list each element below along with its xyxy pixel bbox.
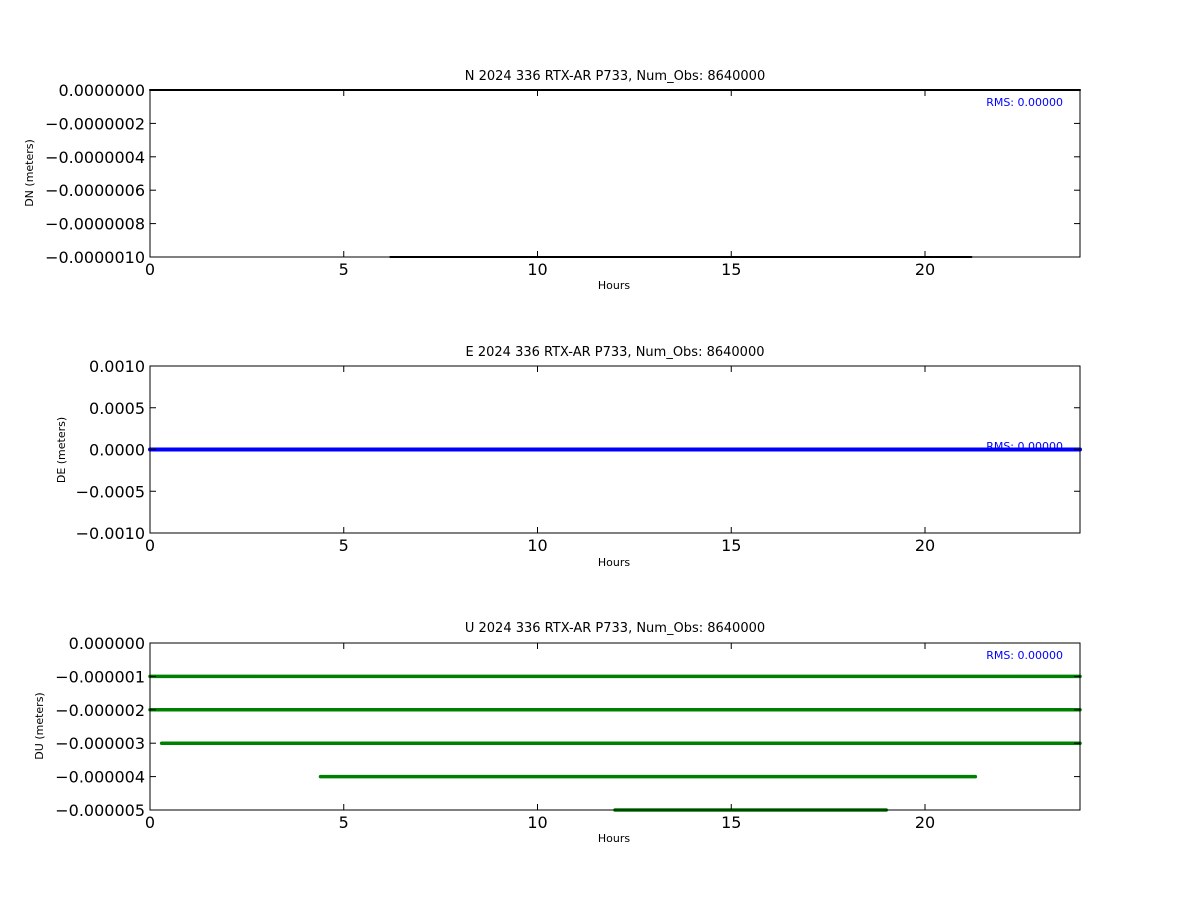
y-tick-label: 0.000000 bbox=[69, 634, 145, 653]
rms-annotation-east: RMS: 0.00000 bbox=[986, 440, 1063, 453]
ticks-up: 0 5 10 15 20 0.000000 −0.000001 −0.000002 −0.000… bbox=[55, 634, 1080, 832]
y-axis-label-up: DU (meters) bbox=[33, 692, 46, 759]
chart-title-up: U 2024 336 RTX-AR P733, Num_Obs: 8640000 bbox=[465, 621, 765, 636]
x-axis-label-east: Hours bbox=[598, 556, 630, 569]
ticks-east: 0 5 10 15 20 0.0010 0.0005 0.0000 −0.0005 −0.0010 bbox=[76, 357, 1080, 555]
y-tick-label: −0.0010 bbox=[76, 524, 145, 543]
x-tick-label: 20 bbox=[915, 536, 935, 555]
x-tick-label: 0 bbox=[145, 813, 155, 832]
y-tick-label: −0.0000010 bbox=[45, 248, 145, 267]
ticks-north: 0 5 10 15 20 0.0000000 −0.0000002 −0.0000004 −0.… bbox=[45, 81, 1080, 279]
series-up bbox=[148, 674, 1082, 812]
y-tick-label: −0.0000006 bbox=[45, 181, 145, 200]
x-tick-label: 10 bbox=[527, 260, 547, 279]
x-tick-label: 0 bbox=[145, 536, 155, 555]
y-tick-label: 0.0005 bbox=[89, 399, 145, 418]
y-tick-label: 0.0000000 bbox=[58, 81, 145, 100]
y-axis-label-east: DE (meters) bbox=[55, 417, 68, 483]
x-tick-label: 5 bbox=[339, 536, 349, 555]
y-tick-label: −0.000002 bbox=[55, 701, 145, 720]
plot-frame-up bbox=[149, 642, 1081, 811]
y-tick-label: −0.0000004 bbox=[45, 148, 145, 167]
x-tick-label: 15 bbox=[721, 813, 741, 832]
y-tick-label: 0.0000 bbox=[89, 441, 145, 460]
panel-up: U 2024 336 RTX-AR P733, Num_Obs: 8640000… bbox=[33, 621, 1082, 845]
x-axis-label-up: Hours bbox=[598, 832, 630, 845]
chart-title-north: N 2024 336 RTX-AR P733, Num_Obs: 8640000 bbox=[465, 69, 765, 84]
x-tick-label: 10 bbox=[527, 813, 547, 832]
y-tick-label: −0.000005 bbox=[55, 801, 145, 820]
panel-east: E 2024 336 RTX-AR P733, Num_Obs: 8640000… bbox=[55, 345, 1082, 569]
y-tick-label: −0.000004 bbox=[55, 768, 145, 787]
x-tick-label: 10 bbox=[527, 536, 547, 555]
x-tick-label: 20 bbox=[915, 260, 935, 279]
y-tick-label: −0.0000008 bbox=[45, 215, 145, 234]
panel-north: N 2024 336 RTX-AR P733, Num_Obs: 8640000… bbox=[23, 69, 1081, 292]
y-tick-label: −0.0005 bbox=[76, 482, 145, 501]
y-tick-label: −0.0000002 bbox=[45, 114, 145, 133]
y-tick-label: −0.000001 bbox=[55, 667, 145, 686]
x-tick-label: 15 bbox=[721, 260, 741, 279]
y-tick-label: 0.0010 bbox=[89, 357, 145, 376]
x-tick-label: 0 bbox=[145, 260, 155, 279]
x-tick-label: 15 bbox=[721, 536, 741, 555]
rms-annotation-up: RMS: 0.00000 bbox=[986, 649, 1063, 662]
plot-frame-north bbox=[149, 89, 1081, 258]
x-tick-label: 5 bbox=[339, 813, 349, 832]
y-tick-label: −0.000003 bbox=[55, 734, 145, 753]
y-axis-label-north: DN (meters) bbox=[23, 139, 36, 207]
series-north bbox=[149, 89, 1081, 258]
x-tick-label: 5 bbox=[339, 260, 349, 279]
x-axis-label-north: Hours bbox=[598, 279, 630, 292]
chart-title-east: E 2024 336 RTX-AR P733, Num_Obs: 8640000 bbox=[466, 345, 765, 360]
x-tick-label: 20 bbox=[915, 813, 935, 832]
rms-annotation-north: RMS: 0.00000 bbox=[986, 96, 1063, 109]
